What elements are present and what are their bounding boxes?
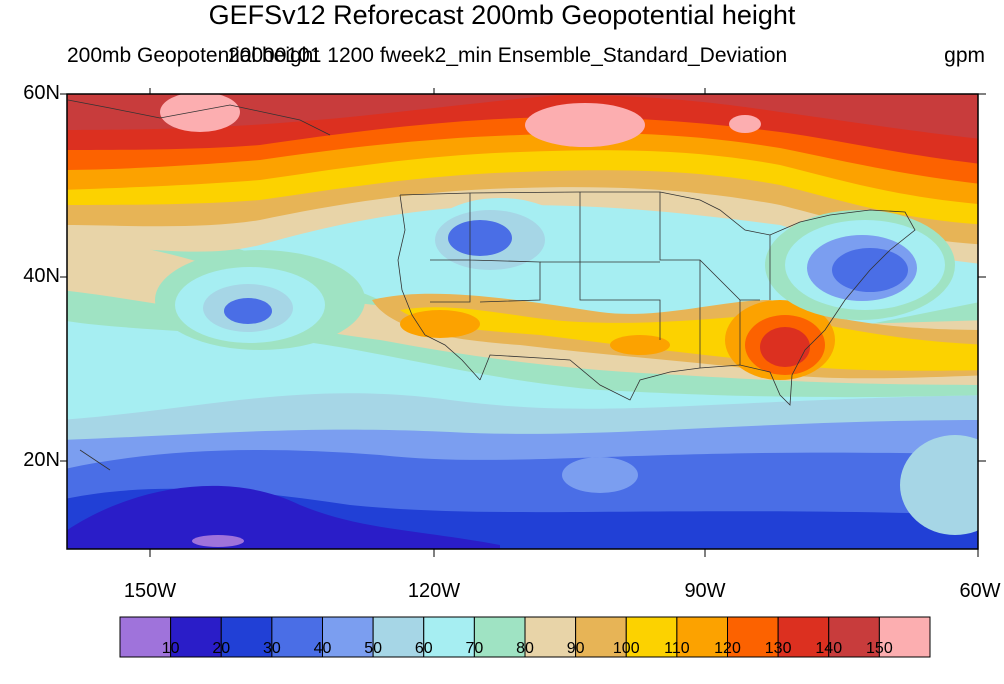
colorbar-swatch: [676, 616, 728, 658]
colorbar-label: 90: [566, 640, 585, 657]
colorbar-swatch: [423, 616, 475, 658]
colorbar-label: 30: [262, 640, 281, 657]
contour-field: [67, 94, 978, 549]
colorbar-label: 140: [815, 640, 843, 657]
tick-marks: [60, 88, 986, 557]
colorbar-label: 120: [714, 640, 741, 657]
lat-label-20n: 20N: [23, 449, 60, 471]
colorbar-label: 20: [212, 640, 231, 657]
colorbar-swatch: [524, 616, 577, 658]
colorbar-label: 10: [161, 640, 180, 657]
lon-label-60w: 60W: [959, 580, 1001, 602]
colorbar-label: 60: [414, 640, 433, 657]
colorbar-swatch: [828, 616, 880, 658]
colorbar-swatch: [473, 616, 526, 658]
units-label: gpm: [944, 44, 985, 67]
coastlines: [67, 99, 916, 471]
colorbar: [119, 616, 931, 658]
map-frame: [66, 93, 979, 550]
colorbar-swatch: [170, 616, 222, 658]
lon-label-90w: 90W: [684, 580, 726, 602]
colorbar-swatch: [575, 616, 627, 658]
colorbar-swatch: [372, 616, 425, 658]
map-title: GEFSv12 Reforecast 200mb Geopotential he…: [208, 0, 796, 30]
colorbar-label: 110: [664, 640, 690, 657]
colorbar-label: 70: [465, 640, 484, 657]
colorbar-swatch: [727, 616, 779, 658]
colorbar-label: 40: [313, 640, 332, 657]
colorbar-swatch: [777, 616, 830, 658]
colorbar-swatch: [878, 616, 931, 658]
left-subtitle: 200mb Geopotential height: [67, 44, 320, 67]
lon-label-150w: 150W: [123, 580, 177, 602]
lat-label-60n: 60N: [23, 82, 60, 104]
lon-label-120w: 120W: [407, 580, 461, 602]
colorbar-swatch: [625, 616, 678, 658]
colorbar-label: 150: [866, 640, 893, 657]
colorbar-swatch: [322, 616, 374, 658]
colorbar-label: 100: [612, 640, 640, 657]
lat-label-40n: 40N: [23, 265, 60, 287]
colorbar-swatch: [220, 616, 273, 658]
colorbar-label: 80: [516, 640, 534, 657]
colorbar-label: 130: [764, 640, 792, 657]
center-subtitle: 20000101 1200 fweek2_min Ensemble_Standa…: [228, 44, 788, 67]
colorbar-label: 50: [364, 640, 383, 657]
